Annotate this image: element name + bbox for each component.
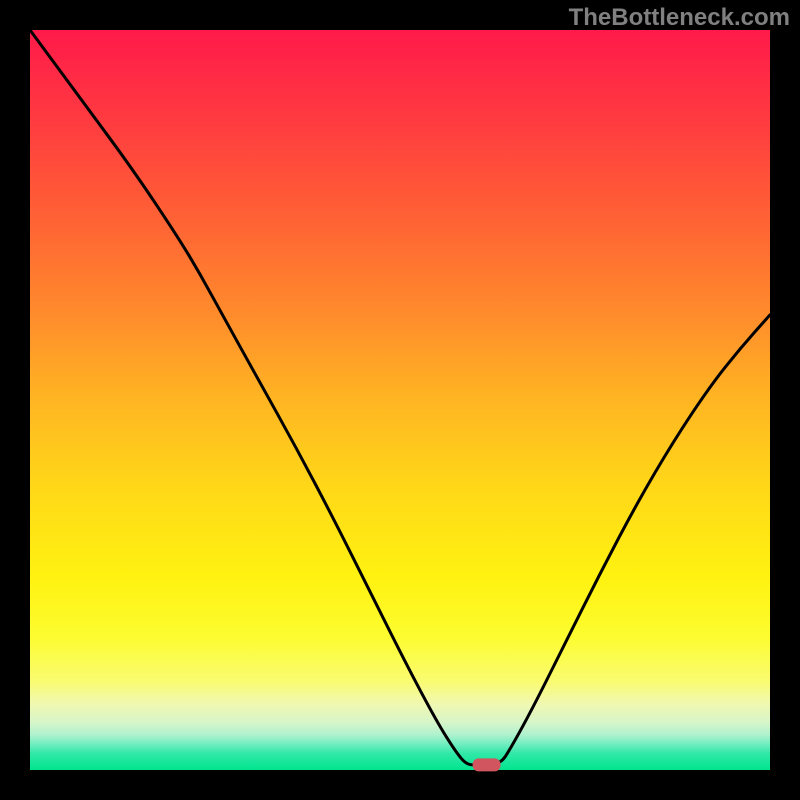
chart-background (30, 30, 770, 770)
bottleneck-chart: TheBottleneck.com (0, 0, 800, 800)
watermark-text: TheBottleneck.com (569, 4, 790, 32)
minimum-marker (473, 758, 501, 771)
chart-svg (0, 0, 800, 800)
